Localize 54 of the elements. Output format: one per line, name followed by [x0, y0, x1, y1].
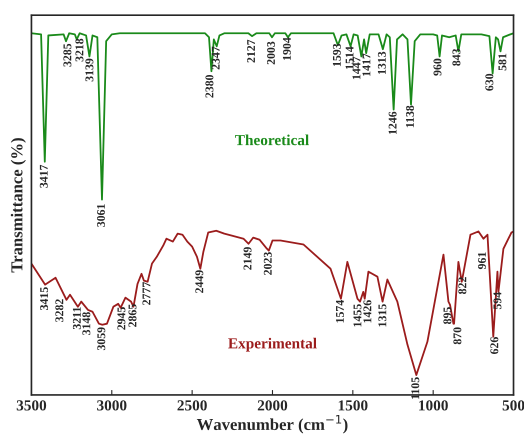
annotation: 1246	[388, 112, 397, 134]
x-tick-label: 500	[502, 400, 524, 411]
annotation: 1455	[353, 304, 362, 326]
annotation: 1514	[346, 46, 354, 69]
x-tick-label: 3000	[97, 400, 126, 411]
annotation: 1313	[378, 52, 386, 74]
annotation: 2347	[212, 46, 220, 70]
annotation: 2023	[264, 252, 272, 275]
annotation: 3285	[63, 44, 72, 67]
annotation: 3417	[40, 164, 48, 188]
x-tick-label: 1000	[419, 400, 448, 411]
annotation: 1138	[406, 106, 414, 128]
text: Experimental	[228, 338, 317, 352]
annotation: 3059	[97, 327, 106, 350]
annotation: 3415	[40, 287, 48, 310]
x-tick-label: 1500	[338, 400, 368, 411]
annotation: 3211	[72, 307, 81, 330]
annotation: 895	[443, 307, 452, 324]
annotation: 3282	[55, 299, 64, 322]
y-axis-title: Transmittance (%)	[10, 138, 26, 272]
annotation: 2449	[195, 270, 204, 293]
annotation: 870	[453, 327, 462, 344]
annotation: 630	[485, 74, 494, 91]
annotation: 1447	[352, 56, 360, 80]
annotation: 1574	[336, 300, 344, 322]
annotation: 2149	[244, 247, 252, 270]
annotation: 2777	[142, 282, 150, 305]
x-tick-label: 2000	[258, 400, 288, 411]
annotation: 1105	[411, 377, 420, 399]
annotation: 1315	[378, 304, 386, 326]
annotation: 2003	[266, 42, 275, 64]
annotation: 3139	[85, 58, 94, 82]
x-axis-title: Wavenumber (cm$^{−1}$)	[196, 415, 348, 434]
annotation: 594	[493, 292, 502, 310]
annotation: 1417	[362, 53, 370, 76]
annotation: 1904	[282, 37, 291, 60]
x-tick-label: 3500	[16, 400, 46, 411]
x-tick-label: 2500	[178, 400, 207, 411]
annotation: 2127	[247, 40, 255, 63]
annotation: 3061	[96, 204, 105, 227]
annotation: 1426	[363, 300, 372, 322]
annotation: 843	[452, 48, 460, 66]
annotation: 961	[478, 252, 486, 270]
annotation: 822	[458, 277, 466, 294]
annotation: 960	[433, 58, 442, 76]
annotation: 2945	[117, 307, 126, 330]
annotation: 3218	[75, 38, 84, 62]
annotation: 1593	[332, 44, 341, 66]
annotation: 2380	[205, 74, 214, 98]
annotation: 626	[490, 337, 498, 354]
annotation: 581	[498, 54, 506, 70]
text: Theoretical	[235, 134, 309, 146]
annotation: 3148	[82, 312, 90, 335]
annotation: 2865	[128, 304, 136, 327]
